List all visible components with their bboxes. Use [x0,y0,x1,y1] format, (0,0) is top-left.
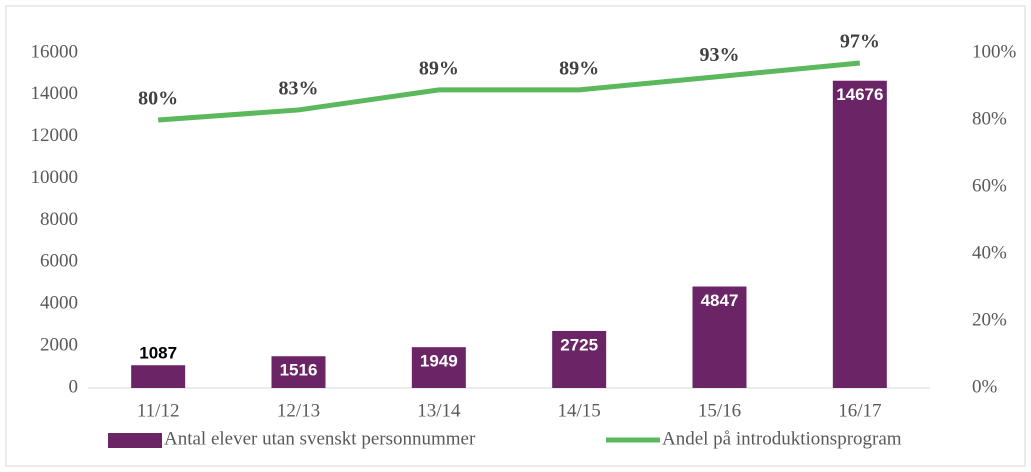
legend-label: Andel på introduktionsprogram [662,428,902,449]
bar [131,365,186,388]
y2-tick-label: 20% [972,309,1007,330]
bar-value-label: 2725 [560,335,598,354]
line-value-label: 80% [138,88,178,110]
line-value-label: 89% [559,57,599,79]
x-tick-label: 11/12 [137,400,180,421]
y2-tick-label: 40% [972,242,1007,263]
legend-swatch [108,433,162,448]
x-tick-label: 13/14 [417,400,461,421]
line-value-label: 89% [419,57,459,79]
bar-value-label: 1949 [420,352,458,371]
bar-value-label: 14676 [836,85,883,104]
y2-tick-label: 0% [972,376,998,397]
y2-tick-label: 60% [972,175,1007,196]
x-tick-label: 14/15 [558,400,601,421]
legend-label: Antal elever utan svenskt personnummer [164,428,476,449]
y-tick-label: 12000 [31,125,79,146]
bar [411,347,466,388]
x-tick-label: 16/17 [838,400,881,421]
line-value-label: 97% [840,31,880,53]
y2-tick-label: 100% [972,41,1017,62]
x-tick-label: 12/13 [277,400,320,421]
line-value-label: 93% [700,44,740,66]
line-value-label: 83% [279,78,319,100]
bar [832,80,887,388]
bar [271,356,326,388]
y-tick-label: 10000 [31,167,79,188]
bar [692,286,747,388]
bar-value-label: 4847 [701,291,739,310]
y-tick-label: 2000 [40,334,78,355]
x-tick-label: 15/16 [698,400,741,421]
line [157,60,861,123]
y-tick-label: 0 [69,376,79,397]
y-tick-label: 16000 [31,41,79,62]
bar [552,330,607,388]
y2-tick-label: 80% [972,108,1007,129]
y-tick-label: 4000 [40,293,78,314]
y-tick-label: 8000 [40,209,78,230]
y-tick-label: 14000 [31,83,79,104]
bar-value-label: 1087 [139,344,177,363]
y-tick-label: 6000 [40,251,78,272]
bar-value-label: 1516 [280,361,318,380]
